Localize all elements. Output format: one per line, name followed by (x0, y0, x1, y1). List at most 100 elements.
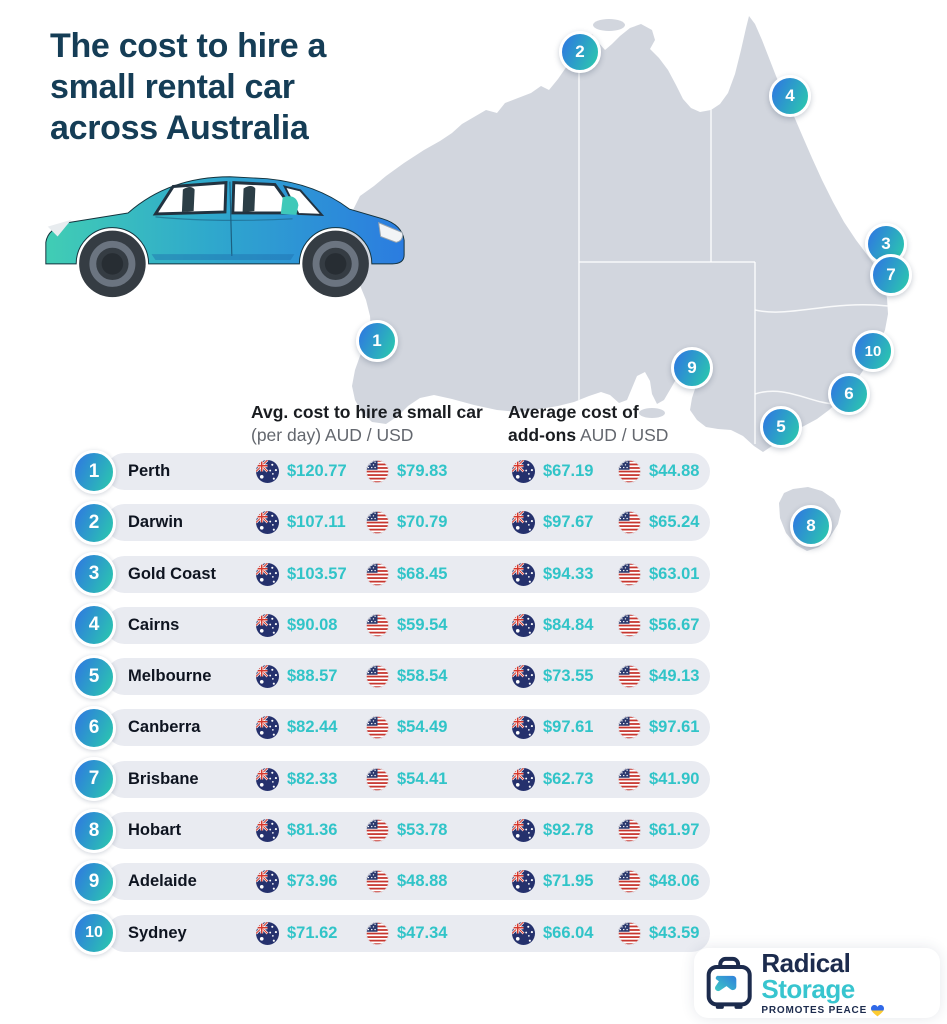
map-marker-label: 5 (776, 417, 786, 436)
hire-cost-aud-cell: $81.36 (256, 812, 337, 849)
rank-badge: 6 (72, 705, 116, 750)
hire-cost-usd-value: $53.78 (397, 821, 448, 840)
title-line-1: The cost to hire a (50, 27, 327, 65)
usa-flag-icon (618, 563, 641, 586)
row-pill (106, 914, 710, 952)
suitcase-icon (706, 956, 752, 1009)
addons-header-bold: Average cost of (508, 402, 639, 422)
australia-flag-icon (512, 511, 535, 534)
rank-badge: 5 (72, 654, 116, 699)
city-label: Canberra (128, 718, 201, 737)
addons-usd-value: $65.24 (649, 513, 700, 532)
hire-cost-aud-cell: $71.62 (256, 915, 337, 952)
addons-usd-value: $41.90 (649, 769, 700, 788)
addons-aud-value: $62.73 (543, 769, 594, 788)
page-title: The cost to hire a small rental car acro… (50, 26, 326, 148)
hire-cost-usd-value: $70.79 (397, 513, 448, 532)
addons-aud-value: $71.95 (543, 872, 594, 891)
table-row: 8 Hobart $81.36 $53.78 $92.78 $61.97 (0, 808, 947, 853)
city-label: Adelaide (128, 872, 197, 891)
table-row: 6 Canberra $82.44 $54.49 $97.61 $97.61 (0, 705, 947, 750)
addons-usd-cell: $44.88 (618, 453, 699, 490)
hire-cost-usd-value: $54.49 (397, 718, 448, 737)
rank-badge: 2 (72, 500, 116, 545)
addons-aud-cell: $94.33 (512, 556, 593, 593)
usa-flag-icon (366, 716, 389, 739)
hire-cost-aud-value: $73.96 (287, 872, 338, 891)
title-line-2: small rental car (50, 67, 295, 106)
hire-cost-aud-value: $103.57 (287, 564, 347, 583)
addons-aud-cell: $97.67 (512, 504, 593, 541)
addons-aud-value: $97.61 (543, 718, 594, 737)
addons-header-sub: AUD / USD (576, 425, 669, 446)
addons-usd-cell: $41.90 (618, 761, 699, 798)
map-marker-label: 4 (785, 86, 795, 105)
map-marker-label: 7 (886, 265, 896, 284)
rank-badge: 1 (72, 449, 116, 494)
rank-badge: 10 (72, 911, 116, 956)
hire-cost-usd-value: $58.54 (397, 667, 448, 686)
hire-cost-usd-cell: $54.49 (366, 709, 447, 746)
map-marker: 5 (760, 406, 802, 448)
map-marker: 1 (356, 320, 398, 362)
addons-header-sub-bold: add-ons (508, 425, 577, 446)
hire-cost-usd-cell: $59.54 (366, 607, 447, 644)
addons-aud-value: $94.33 (543, 564, 594, 583)
hire-cost-usd-value: $68.45 (397, 564, 448, 583)
brand-text: Radical Storage PROMOTES PEACE (761, 950, 930, 1017)
australia-flag-icon (256, 563, 279, 586)
addons-usd-cell: $49.13 (618, 658, 699, 695)
addons-aud-cell: $73.55 (512, 658, 593, 695)
row-pill (106, 760, 710, 798)
map-marker-label: 3 (881, 234, 891, 253)
australia-flag-icon (256, 768, 279, 791)
map-marker: 10 (852, 330, 894, 372)
hire-cost-aud-cell: $120.77 (256, 453, 347, 490)
hire-cost-aud-value: $81.36 (287, 821, 338, 840)
map-marker: 9 (671, 347, 713, 389)
hire-cost-usd-value: $48.88 (397, 872, 448, 891)
addons-usd-value: $48.06 (649, 872, 700, 891)
title-line-3: across Australia (50, 108, 309, 147)
addons-aud-cell: $66.04 (512, 915, 593, 952)
table-row: 2 Darwin $107.11 $70.79 $97.67 $65.24 (0, 500, 947, 545)
city-label: Brisbane (128, 769, 199, 788)
hire-cost-aud-cell: $103.57 (256, 556, 347, 593)
map-marker-label: 2 (575, 42, 585, 61)
car-illustration (45, 176, 405, 298)
city-label: Melbourne (128, 667, 212, 686)
map-marker-label: 10 (864, 342, 882, 360)
usa-flag-icon (366, 870, 389, 893)
brand-name-primary: Radical (761, 947, 851, 978)
australia-flag-icon (512, 460, 535, 483)
hire-cost-usd-cell: $54.41 (366, 761, 447, 798)
usa-flag-icon (366, 819, 389, 842)
rank-badge: 8 (72, 808, 116, 853)
addons-usd-cell: $48.06 (618, 863, 699, 900)
addons-usd-cell: $61.97 (618, 812, 699, 849)
australia-flag-icon (256, 460, 279, 483)
map-marker-label: 9 (687, 358, 697, 377)
hire-cost-usd-cell: $70.79 (366, 504, 447, 541)
addons-usd-value: $63.01 (649, 564, 700, 583)
radical-storage-logo[interactable]: Radical Storage PROMOTES PEACE (694, 948, 940, 1018)
addons-usd-value: $43.59 (649, 923, 700, 942)
row-pill (106, 658, 710, 696)
row-pill (106, 863, 710, 901)
rank-badge: 7 (72, 757, 116, 802)
addons-aud-value: $84.84 (543, 615, 594, 634)
row-pill (106, 606, 710, 644)
hire-cost-aud-cell: $90.08 (256, 607, 337, 644)
row-pill (106, 709, 710, 747)
addons-usd-cell: $97.61 (618, 709, 699, 746)
row-pill (106, 812, 710, 850)
brand-tagline: PROMOTES PEACE (761, 1004, 930, 1017)
addons-usd-value: $44.88 (649, 462, 700, 480)
hire-cost-usd-cell: $68.45 (366, 556, 447, 593)
australia-flag-icon (512, 563, 535, 586)
table-row: 7 Brisbane $82.33 $54.41 $62.73 $41.90 (0, 757, 947, 802)
brand-name-secondary: Storage (761, 973, 855, 1004)
table-row: 4 Cairns $90.08 $59.54 $84.84 $56.67 (0, 603, 947, 648)
hire-cost-usd-cell: $48.88 (366, 863, 447, 900)
